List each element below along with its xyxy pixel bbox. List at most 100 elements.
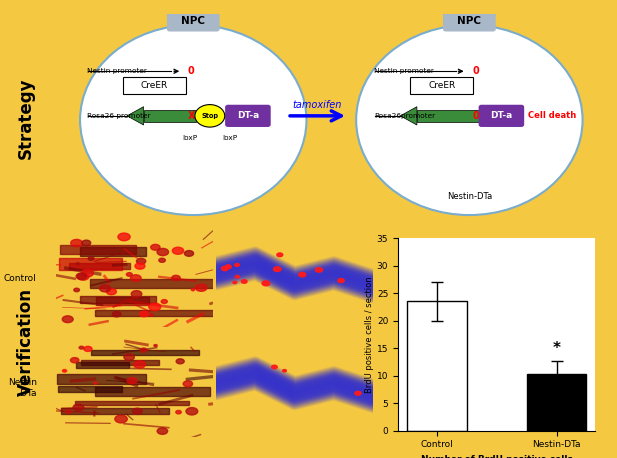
Circle shape: [277, 253, 283, 256]
Circle shape: [196, 284, 207, 291]
Circle shape: [71, 240, 83, 247]
Circle shape: [241, 280, 247, 283]
Circle shape: [79, 346, 84, 349]
Bar: [91, 350, 199, 355]
Circle shape: [140, 348, 147, 352]
Y-axis label: BrdU positive cells / section: BrdU positive cells / section: [365, 276, 374, 393]
Bar: [526, 375, 586, 431]
Text: DT-a: DT-a: [491, 111, 513, 120]
Bar: [59, 258, 122, 270]
Text: DT-a: DT-a: [237, 111, 259, 120]
X-axis label: Number of BrdU positive cells: Number of BrdU positive cells: [421, 455, 573, 458]
Circle shape: [191, 289, 194, 291]
Circle shape: [150, 314, 154, 316]
Text: X: X: [188, 111, 195, 121]
Circle shape: [131, 290, 142, 297]
Circle shape: [115, 415, 127, 423]
Bar: [76, 361, 129, 368]
Circle shape: [235, 275, 239, 278]
Polygon shape: [400, 107, 417, 125]
Text: Nestin promoter: Nestin promoter: [86, 68, 147, 74]
Text: Nestin
-DTa: Nestin -DTa: [7, 378, 36, 398]
Circle shape: [172, 247, 184, 254]
Circle shape: [149, 303, 161, 311]
Bar: [60, 408, 168, 414]
Circle shape: [157, 428, 168, 434]
Circle shape: [88, 256, 94, 260]
Text: Control: Control: [4, 274, 36, 283]
Bar: [95, 311, 234, 316]
Circle shape: [74, 288, 80, 292]
Circle shape: [151, 245, 160, 250]
Text: CreER: CreER: [141, 81, 168, 90]
Circle shape: [76, 273, 86, 279]
Circle shape: [161, 300, 167, 304]
Circle shape: [99, 285, 110, 292]
Polygon shape: [144, 109, 196, 122]
Circle shape: [127, 377, 137, 384]
Circle shape: [225, 265, 231, 269]
Text: Stop: Stop: [201, 113, 218, 119]
Bar: [57, 374, 146, 384]
Text: NPC: NPC: [457, 16, 481, 26]
Text: Rosa26 promoter: Rosa26 promoter: [86, 113, 150, 119]
Text: Strategy: Strategy: [17, 77, 35, 158]
Text: 0: 0: [188, 66, 194, 76]
Text: CreER: CreER: [428, 81, 455, 90]
Bar: [95, 387, 210, 396]
Circle shape: [62, 370, 67, 372]
FancyBboxPatch shape: [168, 11, 219, 31]
Circle shape: [315, 267, 323, 272]
Circle shape: [233, 281, 237, 284]
Bar: [96, 297, 149, 305]
Circle shape: [106, 289, 117, 295]
Bar: [75, 401, 189, 405]
Bar: [60, 245, 136, 254]
Circle shape: [124, 354, 135, 360]
Circle shape: [157, 248, 168, 256]
Circle shape: [126, 273, 132, 276]
Ellipse shape: [80, 25, 307, 215]
Text: *: *: [552, 341, 560, 356]
Circle shape: [81, 269, 93, 277]
Circle shape: [135, 263, 145, 269]
Circle shape: [283, 370, 286, 372]
Text: 0: 0: [472, 111, 479, 121]
Circle shape: [176, 410, 181, 414]
Text: Nestin promoter: Nestin promoter: [374, 68, 434, 74]
Bar: [407, 301, 467, 431]
Circle shape: [62, 316, 73, 322]
Bar: [80, 296, 156, 303]
Ellipse shape: [356, 25, 582, 215]
Bar: [90, 279, 227, 288]
Text: tamoxifen: tamoxifen: [293, 99, 342, 109]
Circle shape: [176, 359, 184, 364]
Circle shape: [154, 344, 157, 347]
Bar: [69, 262, 130, 269]
Circle shape: [271, 365, 277, 369]
Text: Verification: Verification: [17, 289, 35, 396]
Text: Rosa26promoter: Rosa26promoter: [374, 113, 435, 119]
Circle shape: [186, 408, 198, 415]
Circle shape: [195, 104, 225, 127]
Circle shape: [76, 263, 80, 265]
Text: 0: 0: [472, 66, 479, 76]
Bar: [81, 360, 159, 365]
Text: Nestin-DTa: Nestin-DTa: [447, 192, 492, 201]
Text: loxP: loxP: [223, 135, 238, 141]
Circle shape: [82, 240, 91, 245]
Text: NPC: NPC: [181, 16, 205, 26]
FancyBboxPatch shape: [226, 105, 270, 126]
Bar: [58, 386, 122, 392]
FancyBboxPatch shape: [479, 105, 523, 126]
Circle shape: [73, 404, 84, 411]
Circle shape: [172, 275, 180, 281]
Text: Cell death: Cell death: [528, 111, 577, 120]
FancyBboxPatch shape: [444, 11, 495, 31]
Circle shape: [84, 346, 92, 351]
Bar: [80, 247, 146, 256]
Circle shape: [234, 263, 239, 267]
Circle shape: [133, 361, 146, 368]
Circle shape: [222, 267, 228, 271]
Polygon shape: [127, 107, 144, 125]
